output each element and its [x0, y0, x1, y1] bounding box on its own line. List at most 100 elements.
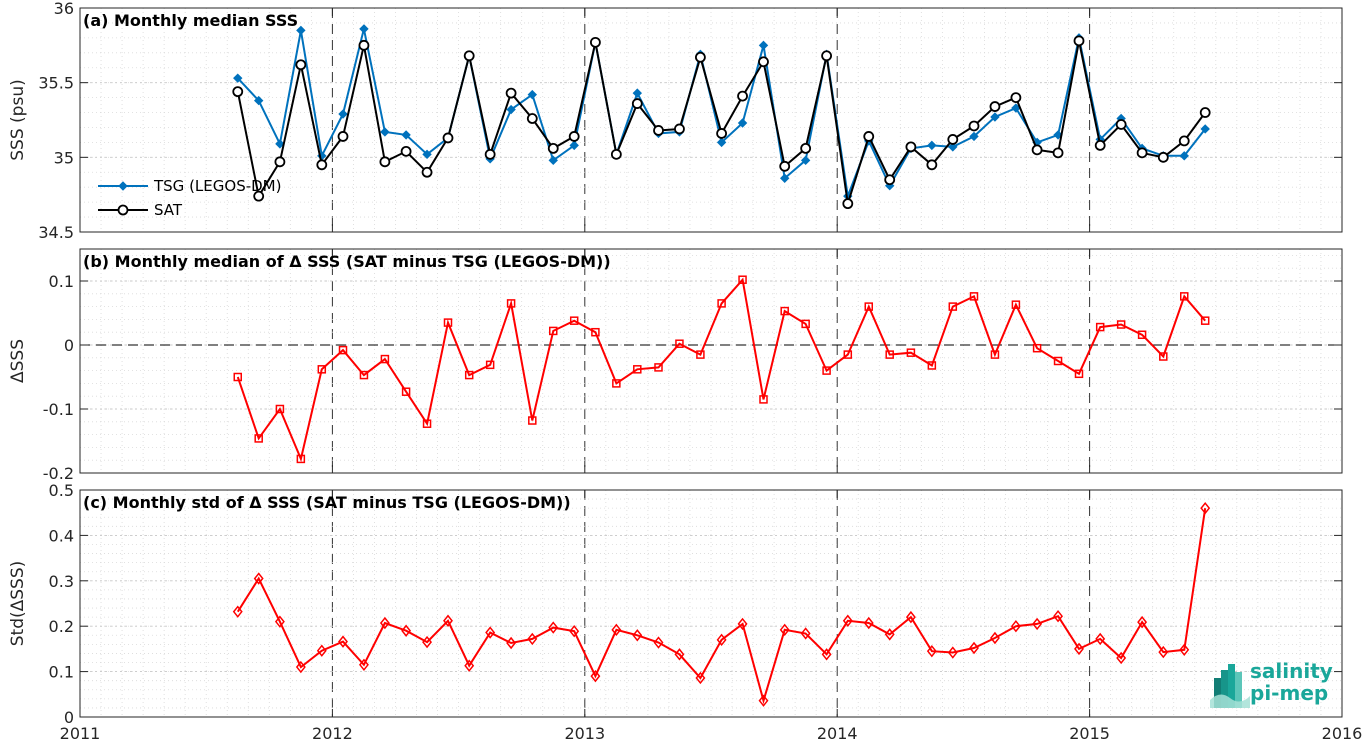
legend-entry-label: TSG (LEGOS-DM)	[153, 177, 281, 195]
data-point	[1136, 147, 1148, 159]
series-line	[236, 508, 1207, 705]
y-tick-label: -0.1	[43, 400, 74, 419]
data-point	[675, 339, 684, 348]
data-point	[464, 659, 475, 672]
data-point	[674, 123, 685, 135]
data-point	[758, 56, 769, 68]
data-point	[274, 615, 285, 628]
data-point	[1010, 92, 1022, 103]
logo-bar-4	[1235, 672, 1242, 708]
data-point	[253, 572, 264, 585]
data-point	[591, 327, 600, 337]
data-point	[694, 51, 706, 63]
data-point	[1199, 107, 1211, 118]
data-point	[358, 39, 370, 51]
data-point	[316, 159, 328, 171]
data-point	[569, 624, 580, 638]
data-point	[1074, 369, 1084, 379]
data-point	[549, 326, 558, 336]
y-axis-label: ΔSSS	[8, 339, 28, 383]
logo-bar-3	[1228, 664, 1235, 708]
axes-frame	[79, 489, 1343, 718]
y-tick-label: -0.2	[43, 464, 74, 483]
axes-frame	[79, 248, 1343, 474]
data-point	[253, 95, 264, 106]
logo-bar-1	[1214, 678, 1221, 708]
data-point	[1095, 322, 1105, 332]
data-point	[1074, 642, 1084, 656]
data-point	[884, 174, 896, 186]
data-point	[843, 350, 853, 359]
data-point	[631, 98, 643, 109]
data-point	[821, 648, 832, 661]
data-point	[842, 198, 854, 210]
data-point	[527, 89, 538, 100]
data-point	[296, 454, 306, 464]
data-point	[506, 104, 516, 115]
plot-area	[80, 490, 1342, 717]
data-point	[926, 159, 938, 171]
data-point	[1180, 292, 1189, 301]
data-point	[590, 669, 601, 683]
data-point	[1137, 330, 1147, 340]
y-tick-label: 0.4	[49, 526, 74, 545]
data-point	[632, 629, 643, 642]
data-point	[906, 348, 916, 357]
data-point	[610, 148, 622, 160]
data-point	[1052, 147, 1064, 159]
logo-line-2: pi-mep	[1250, 681, 1328, 705]
data-point	[905, 141, 917, 153]
data-point	[716, 137, 727, 148]
data-point	[1158, 645, 1169, 659]
data-point	[905, 610, 916, 624]
data-point	[1094, 139, 1106, 151]
data-point	[863, 616, 874, 630]
data-point	[358, 658, 369, 671]
data-point	[969, 131, 979, 142]
data-point	[485, 626, 496, 639]
data-point	[443, 614, 453, 627]
data-point	[822, 366, 831, 375]
series-line	[236, 277, 1206, 463]
y-tick-label: 0.1	[49, 272, 74, 291]
data-point	[422, 419, 432, 428]
data-point	[990, 350, 1000, 359]
data-point	[821, 50, 832, 62]
panel-a-monthly-median-sss: 34.5 35 35.5 36 SSS (psu) (a) Monthly median …	[8, 0, 1343, 242]
data-point	[864, 302, 873, 311]
data-point	[758, 40, 769, 51]
data-point	[379, 616, 390, 630]
data-point	[401, 130, 411, 140]
data-point	[695, 671, 706, 685]
data-point	[969, 292, 979, 301]
data-point	[716, 128, 728, 139]
data-point	[927, 140, 937, 151]
data-point	[422, 149, 432, 160]
data-point	[463, 50, 475, 62]
data-point	[717, 299, 726, 308]
data-point	[233, 372, 242, 382]
data-point	[926, 644, 937, 658]
data-point	[338, 345, 348, 355]
data-point	[359, 370, 369, 380]
legend-entry-label: SAT	[154, 201, 183, 219]
data-point	[296, 25, 306, 36]
data-point	[442, 132, 454, 144]
data-point	[317, 365, 327, 374]
data-point	[337, 131, 349, 142]
data-point	[547, 142, 559, 154]
data-point	[1032, 617, 1043, 631]
data-point	[633, 365, 642, 374]
data-point	[295, 59, 307, 71]
y-tick-label: 0.1	[49, 663, 74, 682]
data-point	[800, 627, 811, 640]
data-point	[758, 694, 769, 707]
data-point	[274, 156, 286, 168]
data-point	[780, 306, 789, 316]
data-point	[338, 109, 348, 119]
data-point	[1011, 300, 1021, 309]
data-point	[527, 632, 538, 646]
data-point	[484, 148, 496, 160]
panel-title: (b) Monthly median of Δ SSS (SAT minus T…	[83, 252, 611, 271]
y-tick-label: 0.2	[49, 617, 74, 636]
